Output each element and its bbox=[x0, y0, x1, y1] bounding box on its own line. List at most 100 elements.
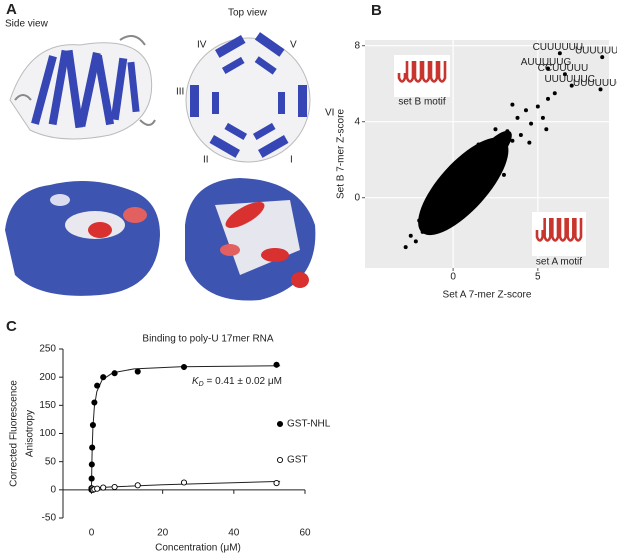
point bbox=[437, 214, 442, 219]
inset-label: set B motif bbox=[398, 97, 445, 108]
point bbox=[442, 178, 447, 183]
point bbox=[408, 233, 413, 238]
marker bbox=[134, 482, 141, 489]
marker bbox=[180, 363, 188, 371]
legend-label: GST bbox=[287, 455, 308, 466]
point bbox=[413, 239, 418, 244]
y-tick-label: 8 bbox=[354, 40, 360, 51]
point bbox=[515, 115, 520, 120]
point bbox=[510, 138, 515, 143]
point bbox=[417, 218, 422, 223]
point bbox=[461, 190, 466, 194]
x-tick-label: 60 bbox=[299, 528, 311, 539]
point bbox=[481, 171, 486, 175]
view-label: Top view bbox=[228, 8, 268, 19]
x-tick-label: 5 bbox=[535, 272, 541, 283]
point-label: UUUUUUG bbox=[573, 78, 617, 89]
point bbox=[459, 161, 464, 166]
panel-label: C bbox=[6, 318, 17, 335]
x-tick-label: 40 bbox=[228, 528, 240, 539]
panel-label: A bbox=[6, 1, 17, 18]
domain-label: III bbox=[176, 87, 184, 98]
x-axis-label: Concentration (μM) bbox=[155, 543, 241, 554]
point bbox=[434, 203, 439, 208]
annotation-text: = 0.41 ± 0.02 μM bbox=[204, 376, 282, 387]
point bbox=[425, 210, 430, 215]
motif-letter bbox=[405, 61, 415, 83]
point bbox=[552, 91, 557, 96]
point bbox=[464, 169, 469, 174]
marker bbox=[89, 421, 96, 429]
point-label: AUUUUUG bbox=[521, 57, 572, 68]
point bbox=[501, 172, 506, 177]
x-tick-label: 0 bbox=[450, 272, 456, 283]
fit-line bbox=[90, 365, 281, 490]
motif-letter bbox=[421, 61, 431, 83]
point bbox=[429, 224, 434, 229]
point bbox=[535, 104, 540, 109]
top-view-surface bbox=[185, 178, 316, 301]
point bbox=[540, 115, 545, 120]
motif-letter bbox=[437, 61, 447, 83]
annotation: KD = 0.41 ± 0.02 μM bbox=[192, 376, 282, 388]
marker bbox=[88, 461, 95, 468]
point bbox=[518, 133, 523, 137]
annotation-subscript: D bbox=[199, 381, 204, 388]
y-axis-label: Set B 7-mer Z-score bbox=[336, 109, 347, 199]
y-tick-label: 200 bbox=[39, 372, 56, 383]
x-tick-label: 20 bbox=[157, 528, 169, 539]
point-label: UUUUUUC bbox=[544, 74, 595, 85]
legend-marker bbox=[276, 456, 284, 464]
motif-letter bbox=[566, 218, 575, 242]
point bbox=[478, 153, 483, 158]
motif-letter bbox=[429, 61, 439, 83]
point bbox=[495, 157, 500, 162]
labeled-point bbox=[600, 55, 605, 60]
point bbox=[403, 245, 408, 250]
motif-letter bbox=[558, 218, 567, 242]
marker bbox=[89, 444, 96, 451]
y-axis-label: Anisotropy bbox=[25, 410, 36, 457]
y-tick-label: 250 bbox=[39, 344, 56, 355]
x-axis-label: Set A 7-mer Z-score bbox=[443, 290, 532, 301]
point bbox=[476, 142, 481, 147]
y-tick-label: 150 bbox=[39, 400, 56, 411]
y-axis-label: Corrected Fluorescence bbox=[9, 380, 20, 487]
motif-letter bbox=[543, 218, 552, 242]
view-label: Side view bbox=[5, 19, 49, 30]
marker bbox=[273, 361, 280, 368]
point bbox=[451, 186, 456, 191]
point bbox=[501, 152, 506, 156]
point bbox=[468, 199, 473, 204]
marker bbox=[100, 484, 107, 491]
point bbox=[493, 127, 498, 132]
labeled-point bbox=[557, 51, 562, 56]
motif-letter bbox=[535, 230, 544, 242]
point bbox=[546, 96, 550, 101]
motif-letter bbox=[413, 61, 423, 83]
y-tick-label: 4 bbox=[354, 116, 360, 127]
point bbox=[471, 161, 476, 166]
panel-label: B bbox=[371, 2, 382, 19]
marker bbox=[134, 368, 141, 375]
motif-letter bbox=[397, 73, 407, 83]
marker bbox=[94, 382, 101, 389]
point bbox=[488, 165, 493, 170]
inset-label: set A motif bbox=[536, 257, 582, 268]
marker bbox=[111, 483, 118, 491]
domain-label: I bbox=[290, 155, 293, 166]
domain-label: VI bbox=[325, 108, 334, 119]
point bbox=[491, 142, 496, 147]
point bbox=[510, 102, 515, 107]
y-tick-label: 0 bbox=[354, 192, 360, 203]
legend-marker bbox=[276, 420, 284, 428]
marker bbox=[180, 479, 188, 486]
domain-label: II bbox=[203, 155, 209, 166]
point bbox=[451, 214, 456, 219]
marker bbox=[100, 374, 107, 381]
point-cloud bbox=[468, 130, 512, 178]
domain-label: IV bbox=[197, 40, 207, 51]
point bbox=[420, 229, 425, 234]
labeled-point bbox=[546, 66, 550, 71]
